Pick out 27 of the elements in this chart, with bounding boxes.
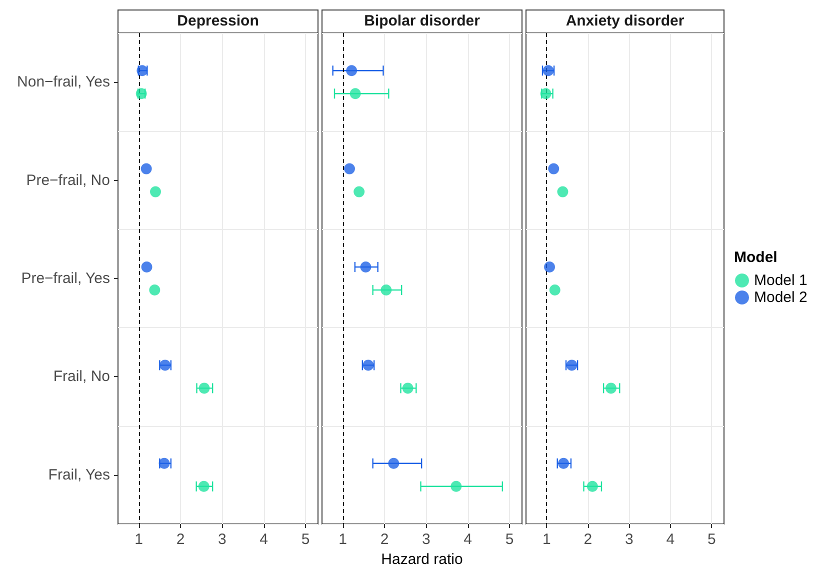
y-tick-label: Frail, No — [53, 368, 110, 386]
legend-label: Model 2 — [754, 289, 808, 306]
y-tick-label: Non−frail, Yes — [17, 74, 110, 91]
x-tick-label: 3 — [624, 531, 634, 548]
x-axis-title: Hazard ratio — [381, 550, 463, 567]
legend-title: Model — [734, 249, 778, 266]
chart-title: Anxiety disorder — [566, 12, 684, 30]
x-tick-label: 3 — [422, 531, 430, 548]
chart-title: Depression — [177, 12, 259, 30]
x-tick-label: 4 — [666, 531, 675, 548]
x-tick-label: 5 — [301, 531, 310, 548]
y-tick-label: Pre−frail, No — [26, 172, 110, 189]
x-tick-label: 4 — [260, 531, 268, 548]
x-tick-label: 4 — [464, 531, 472, 548]
x-tick-label: 2 — [380, 531, 389, 548]
x-tick-label: 3 — [218, 531, 226, 548]
legend-label: Model 1 — [754, 272, 808, 289]
chart-title: Bipolar disorder — [364, 12, 480, 30]
x-tick-label: 5 — [505, 531, 514, 548]
x-tick-label: 1 — [134, 531, 144, 548]
x-tick-label: 5 — [707, 531, 716, 548]
x-tick-label: 2 — [584, 531, 592, 548]
y-tick-label: Pre−frail, Yes — [21, 270, 110, 287]
y-tick-label: Frail, Yes — [48, 466, 110, 484]
x-tick-label: 1 — [542, 531, 551, 548]
x-tick-label: 1 — [338, 531, 348, 548]
x-tick-label: 2 — [176, 531, 185, 548]
